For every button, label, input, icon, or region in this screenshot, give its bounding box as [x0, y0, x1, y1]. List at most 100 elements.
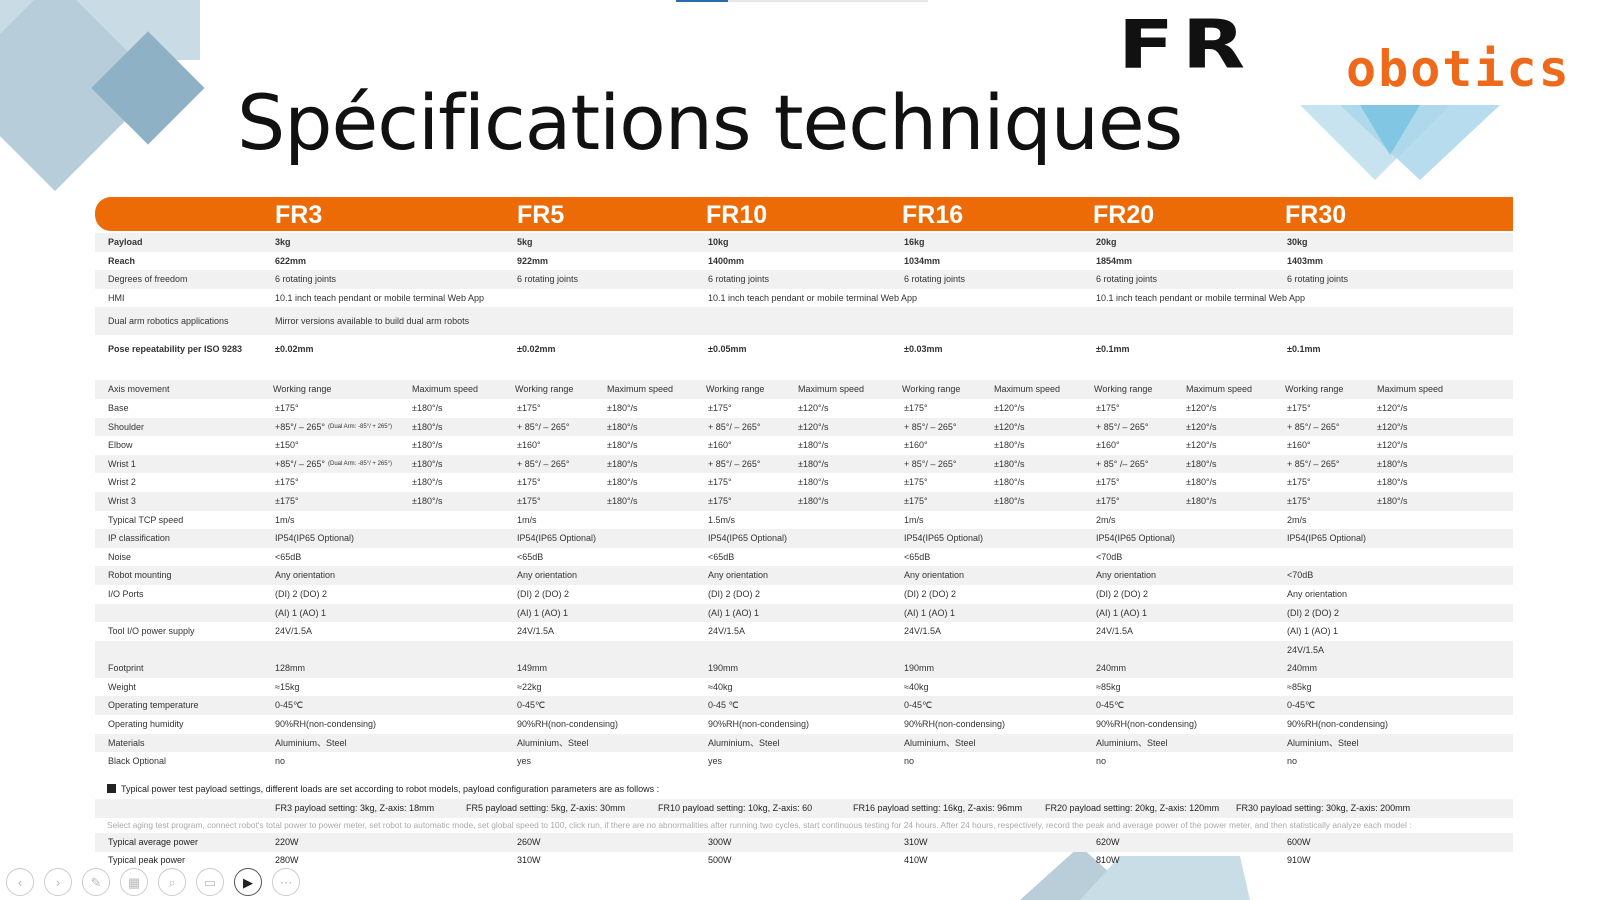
axis-max-speed: ±180°/s [412, 495, 443, 506]
axis-max-speed: ±120°/s [1186, 421, 1217, 432]
table-cell: 24V/1.5A [517, 626, 555, 637]
axis-max-speed: ±180°/s [798, 495, 829, 506]
table-cell: 190mm [904, 663, 935, 674]
axis-working-range: + 85°/ – 265° [708, 458, 761, 469]
model-header-fr20: FR20 [1093, 201, 1155, 229]
next-icon[interactable]: › [44, 868, 72, 896]
table-cell: 90%RH(non-condensing) [1287, 719, 1389, 730]
table-cell: no [904, 756, 915, 767]
model-header-fr30: FR30 [1285, 201, 1347, 229]
table-row: Elbow ±150° ±180°/s ±160° ±180°/s ±160° ±180°/… [95, 436, 1513, 455]
axis-max-speed: ±180°/s [1186, 495, 1217, 506]
axis-working-header: Working range [1285, 384, 1344, 395]
axis-working-range: + 85°/ – 265° [904, 458, 957, 469]
axis-working-range: ±175° [904, 402, 928, 413]
table-cell: <70dB [1287, 570, 1314, 581]
axis-max-speed: ±120°/s [994, 402, 1025, 413]
axis-working-range: ±175° [275, 402, 299, 413]
table-cell: (AI) 1 (AO) 1 [275, 607, 327, 618]
axis-working-range: + 85°/ – 265° [708, 421, 761, 432]
row-label: Elbow [108, 440, 133, 451]
table-cell: 30kg [1287, 237, 1308, 247]
more-icon[interactable]: ⋯ [272, 868, 300, 896]
table-cell: 1034mm [904, 255, 941, 266]
table-cell: 310W [904, 837, 928, 847]
axis-working-range: ±150° [275, 440, 299, 451]
table-cell: 260W [517, 837, 541, 847]
axis-speed-header: Maximum speed [1186, 384, 1253, 395]
table-cell: 1854mm [1096, 255, 1133, 266]
axis-working-header: Working range [515, 384, 574, 395]
camera-icon[interactable]: ▶ [234, 868, 262, 896]
payload-setting: FR3 payload setting: 3kg, Z-axis: 18mm [275, 803, 435, 813]
table-row: Degrees of freedom 6 rotating joints 6 rot… [95, 270, 1513, 289]
table-cell: (DI) 2 (DO) 2 [708, 588, 761, 599]
table-row: Materials Aluminium、Steel Aluminium、Steel A… [95, 733, 1513, 753]
table-cell: 410W [904, 855, 928, 865]
table-cell: 10kg [708, 237, 729, 247]
payload-setting: FR30 payload setting: 30kg, Z-axis: 200m… [1236, 803, 1411, 813]
table-cell: 620W [1096, 837, 1120, 847]
table-cell: 240mm [1287, 663, 1318, 674]
axis-max-speed: ±180°/s [994, 440, 1025, 451]
table-cell: 300W [708, 837, 732, 847]
table-cell: (DI) 2 (DO) 2 [904, 588, 957, 599]
row-label: Tool I/O power supply [108, 626, 195, 637]
zoom-icon[interactable]: ⌕ [158, 868, 186, 896]
axis-max-speed: ±120°/s [1186, 440, 1217, 451]
table-row: Reach 622mm 922mm 1400mm 1034mm 1854mm 1403mm [95, 252, 1513, 271]
axis-max-speed: ±180°/s [1186, 458, 1217, 469]
model-header-fr10: FR10 [706, 201, 768, 229]
axis-max-speed: ±180°/s [412, 458, 443, 469]
table-cell: 10.1 inch teach pendant or mobile termin… [1096, 292, 1305, 303]
axis-max-speed: ±180°/s [798, 440, 829, 451]
table-row: IP classification IP54(IP65 Optional) IP54… [95, 529, 1513, 548]
row-label: Wrist 3 [108, 495, 136, 506]
axis-working-range: ±175° [708, 477, 732, 488]
table-cell: 280W [275, 855, 299, 865]
table-row: Footprint 128mm 149mm 190mm 190mm 240mm 240mm [95, 659, 1513, 678]
row-label: Black Optional [108, 756, 167, 767]
table-row: Base ±175° ±180°/s ±175° ±180°/s ±175° ±120°/s… [95, 399, 1513, 418]
table-cell: 6 rotating joints [708, 274, 770, 285]
axis-max-speed: ±180°/s [412, 402, 443, 413]
subtitle-icon[interactable]: ▭ [196, 868, 224, 896]
axis-working-range: + 85°/ – 265° [904, 421, 957, 432]
table-cell: (AI) 1 (AO) 1 [517, 607, 569, 618]
power-row: Typical average power 220W 260W 300W 310W 620… [95, 833, 1513, 852]
table-cell: <65dB [517, 551, 544, 562]
table-row: Wrist 3 ±175° ±180°/s ±175° ±180°/s ±175° ±180… [95, 491, 1513, 511]
grid-icon[interactable]: ▦ [120, 868, 148, 896]
axis-max-speed: ±120°/s [798, 402, 829, 413]
page-title: Spécifications techniques [237, 78, 1183, 167]
table-cell: Aluminium、Steel [275, 737, 347, 748]
axis-max-speed: ±180°/s [607, 440, 638, 451]
spec-table: Payload 3kg 5kg 10kg 16kg 20kg 30kg Reach 622mm 9… [95, 233, 1513, 771]
decor-triangles-bottom [1020, 846, 1250, 900]
row-label: Weight [108, 681, 136, 692]
axis-max-speed: ±180°/s [607, 458, 638, 469]
payload-setting: FR20 payload setting: 20kg, Z-axis: 120m… [1045, 803, 1220, 813]
axis-max-speed: ±180°/s [1377, 458, 1408, 469]
table-cell: 500W [708, 855, 732, 865]
axis-working-range: + 85°/ – 265° [1287, 458, 1340, 469]
row-label: Wrist 2 [108, 477, 136, 488]
axis-working-range: + 85°/ – 265° [517, 458, 570, 469]
table-row: Wrist 2 ±175° ±180°/s ±175° ±180°/s ±175° ±180… [95, 473, 1513, 492]
axis-speed-header: Maximum speed [994, 384, 1061, 395]
row-label: Wrist 1 [108, 458, 136, 469]
table-spacer [95, 363, 1513, 380]
axis-working-range: ±175° [275, 495, 299, 506]
axis-working-range: ±175° [1096, 402, 1120, 413]
axis-max-speed: ±180°/s [798, 458, 829, 469]
table-cell: ≈85kg [1287, 681, 1312, 692]
table-cell: IP54(IP65 Optional) [708, 533, 788, 544]
pen-icon[interactable]: ✎ [82, 868, 110, 896]
row-label: I/O Ports [108, 588, 144, 599]
row-label: Footprint [108, 663, 144, 674]
prev-icon[interactable]: ‹ [6, 868, 34, 896]
row-label: Payload [108, 237, 143, 247]
row-label: Pose repeatability per ISO 9283 [108, 344, 243, 355]
axis-max-speed: ±180°/s [994, 477, 1025, 488]
axis-working-range: ±175° [1287, 477, 1311, 488]
